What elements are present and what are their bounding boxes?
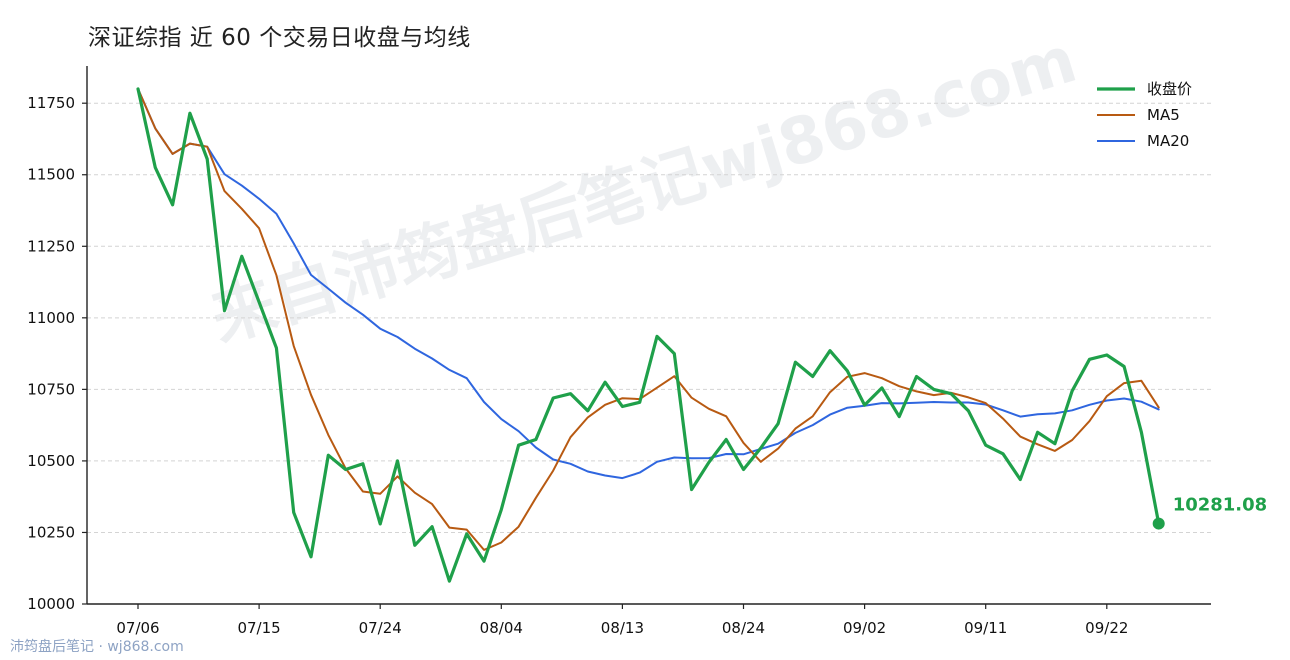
x-tick-label: 07/24 bbox=[359, 619, 402, 637]
x-tick-label: 08/13 bbox=[601, 619, 644, 637]
series-lines bbox=[136, 87, 1161, 583]
y-tick-label: 11500 bbox=[27, 166, 75, 184]
x-tick-label: 09/11 bbox=[964, 619, 1007, 637]
x-tick-label: 09/22 bbox=[1085, 619, 1128, 637]
y-tick-label: 11000 bbox=[27, 309, 75, 327]
series-line-MA5 bbox=[137, 87, 1160, 551]
footer-credit: 沛筠盘后笔记 · wj868.com bbox=[10, 639, 184, 655]
x-tick-label: 08/24 bbox=[722, 619, 765, 637]
value-labels: 10281.08 bbox=[1152, 495, 1268, 530]
axes: 10000 10250 10500 10750 11000 11250 11500 11750… bbox=[27, 66, 1211, 637]
y-tick-label: 10750 bbox=[27, 380, 75, 398]
y-tick-label: 10000 bbox=[27, 595, 75, 613]
watermark-text: 来自沛筠盘后笔记wj868.com bbox=[203, 23, 1085, 357]
y-tick-label: 10250 bbox=[27, 523, 75, 541]
legend-label-MA5: MA5 bbox=[1147, 106, 1180, 124]
legend-label-MA20: MA20 bbox=[1147, 132, 1189, 150]
y-tick-label: 10500 bbox=[27, 452, 75, 470]
gridlines bbox=[87, 102, 1211, 533]
x-tick-label: 07/06 bbox=[116, 619, 159, 637]
chart-title: 深证综指 近 60 个交易日收盘与均线 bbox=[88, 25, 471, 51]
x-tick-label: 08/04 bbox=[480, 619, 523, 637]
watermark: 来自沛筠盘后笔记wj868.com bbox=[203, 23, 1085, 357]
x-tick-label: 07/15 bbox=[237, 619, 280, 637]
legend: 收盘价 MA5 MA20 bbox=[1097, 80, 1192, 150]
y-tick-label: 11750 bbox=[27, 94, 75, 112]
legend-label-收盘价: 收盘价 bbox=[1147, 80, 1192, 98]
last-point-marker bbox=[1152, 517, 1165, 530]
series-line-收盘价 bbox=[136, 87, 1161, 583]
y-tick-label: 11250 bbox=[27, 237, 75, 255]
last-value-label: 10281.08 bbox=[1173, 495, 1268, 516]
x-tick-label: 09/02 bbox=[843, 619, 886, 637]
